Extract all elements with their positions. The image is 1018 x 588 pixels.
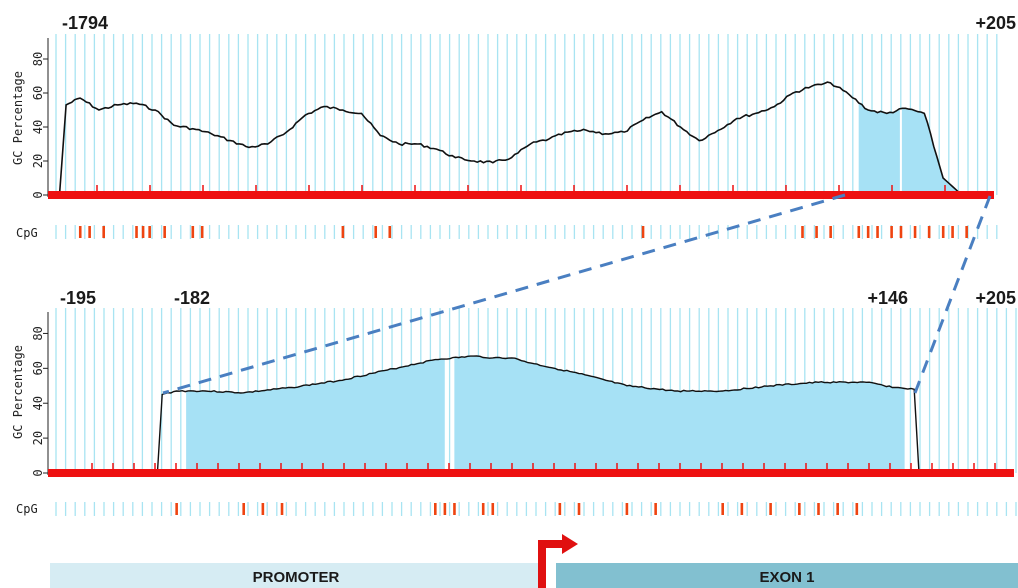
y-axis-top: 0 20 40 60 80 bbox=[31, 38, 49, 199]
cpg-site-mark bbox=[815, 226, 818, 238]
cpg-site-mark bbox=[280, 503, 284, 515]
fill-bottom bbox=[186, 356, 905, 473]
cpg-site-mark bbox=[625, 503, 629, 515]
cpg-site-mark bbox=[481, 503, 485, 515]
zoom-connector-left bbox=[162, 193, 846, 395]
gc-fill-area bbox=[454, 356, 905, 473]
gc-fill-area bbox=[858, 102, 967, 195]
coord-bottom-right-2: +146 bbox=[867, 288, 908, 308]
cpg-label-bottom: CpG bbox=[16, 502, 38, 516]
y-tick-label: 80 bbox=[31, 52, 45, 66]
cpg-site-mark bbox=[927, 226, 931, 238]
grid-top bbox=[55, 34, 998, 195]
y-tick-label: 60 bbox=[31, 361, 45, 375]
cpg-site-mark bbox=[388, 226, 392, 238]
cpg-site-mark bbox=[191, 226, 195, 238]
y-tick-label: 60 bbox=[31, 86, 45, 100]
y-tick-label: 0 bbox=[31, 469, 45, 476]
exon1-region bbox=[556, 563, 1018, 588]
y-axis-bottom: 0 20 40 60 80 bbox=[31, 312, 49, 477]
y-tick-label: 40 bbox=[31, 120, 45, 134]
y-axis-title-bottom: GC Percentage bbox=[11, 345, 25, 439]
cpg-track-bottom: CpG bbox=[16, 502, 1017, 516]
cpg-site-mark bbox=[836, 503, 839, 515]
cpg-site-mark bbox=[135, 226, 138, 238]
cpg-grid-bottom bbox=[55, 502, 1017, 516]
cpg-track-top: CpG bbox=[16, 225, 998, 240]
cpg-site-mark bbox=[242, 503, 245, 515]
cpg-site-mark bbox=[965, 226, 968, 238]
cpg-site-mark bbox=[829, 226, 832, 238]
cpg-marks-top bbox=[78, 226, 968, 238]
cpg-site-mark bbox=[148, 226, 151, 238]
gc-chart-overview: 0 20 40 60 80 GC Percentage bbox=[11, 34, 998, 199]
cpg-label-top: CpG bbox=[16, 226, 38, 240]
coord-bottom-left-2: -182 bbox=[174, 288, 210, 308]
cpg-site-mark bbox=[769, 503, 772, 515]
y-tick-label: 20 bbox=[31, 431, 45, 445]
cpg-site-mark bbox=[641, 226, 645, 238]
cpg-site-mark bbox=[163, 226, 166, 238]
gc-chart-zoom: 0 20 40 60 80 GC Percentage bbox=[11, 308, 1017, 477]
cpg-site-mark bbox=[866, 226, 870, 238]
cpg-site-mark bbox=[141, 226, 145, 238]
cpg-grid-top bbox=[55, 225, 998, 239]
cpg-site-mark bbox=[577, 503, 581, 515]
cpg-site-mark bbox=[721, 503, 724, 515]
tss-arrow-icon bbox=[538, 534, 578, 588]
cpg-site-mark bbox=[857, 226, 861, 238]
promoter-label: PROMOTER bbox=[253, 569, 340, 586]
cpg-marks-bottom bbox=[175, 503, 859, 515]
cpg-site-mark bbox=[102, 226, 105, 238]
cpg-site-mark bbox=[855, 503, 859, 515]
gc-line-top bbox=[52, 81, 990, 196]
cpg-site-mark bbox=[798, 503, 801, 515]
cpg-site-mark bbox=[453, 503, 456, 515]
y-tick-label: 20 bbox=[31, 154, 45, 168]
cpg-site-mark bbox=[890, 226, 893, 238]
gc-fill-area bbox=[186, 358, 445, 473]
y-tick-label: 40 bbox=[31, 396, 45, 410]
y-tick-label: 0 bbox=[31, 191, 45, 198]
cpg-site-mark bbox=[434, 503, 437, 515]
coord-bottom-right: +205 bbox=[975, 288, 1016, 308]
cpg-site-mark bbox=[374, 226, 378, 238]
cpg-site-mark bbox=[443, 503, 447, 515]
cpg-site-mark bbox=[740, 503, 744, 515]
cpg-site-mark bbox=[261, 503, 265, 515]
baseline-top bbox=[48, 185, 994, 199]
y-tick-label: 80 bbox=[31, 326, 45, 340]
cpg-site-mark bbox=[876, 226, 879, 238]
coord-top-right: +205 bbox=[975, 13, 1016, 33]
coord-top-left: -1794 bbox=[62, 13, 108, 33]
baseline-bar bbox=[48, 469, 1014, 477]
y-axis-title-top: GC Percentage bbox=[11, 71, 25, 165]
cpg-site-mark bbox=[801, 226, 804, 238]
cpg-site-mark bbox=[200, 226, 204, 238]
cpg-site-mark bbox=[899, 226, 903, 238]
cpg-site-mark bbox=[88, 226, 91, 238]
baseline-bottom bbox=[48, 463, 1014, 477]
highlight-fill-top bbox=[858, 102, 967, 195]
coord-bottom-left: -195 bbox=[60, 288, 96, 308]
cpg-site-mark bbox=[175, 503, 178, 515]
cpg-site-mark bbox=[817, 503, 820, 515]
cpg-site-mark bbox=[341, 226, 345, 238]
exon1-label: EXON 1 bbox=[759, 569, 814, 586]
cpg-site-mark bbox=[78, 226, 82, 238]
promoter-region bbox=[50, 563, 542, 588]
cpg-site-mark bbox=[558, 503, 562, 515]
gc-line-bottom bbox=[52, 355, 1010, 474]
cpg-site-mark bbox=[913, 226, 917, 238]
cpg-site-mark bbox=[491, 503, 495, 515]
cpg-site-mark bbox=[951, 226, 954, 238]
cpg-site-mark bbox=[654, 503, 657, 515]
cpg-site-mark bbox=[941, 226, 945, 238]
